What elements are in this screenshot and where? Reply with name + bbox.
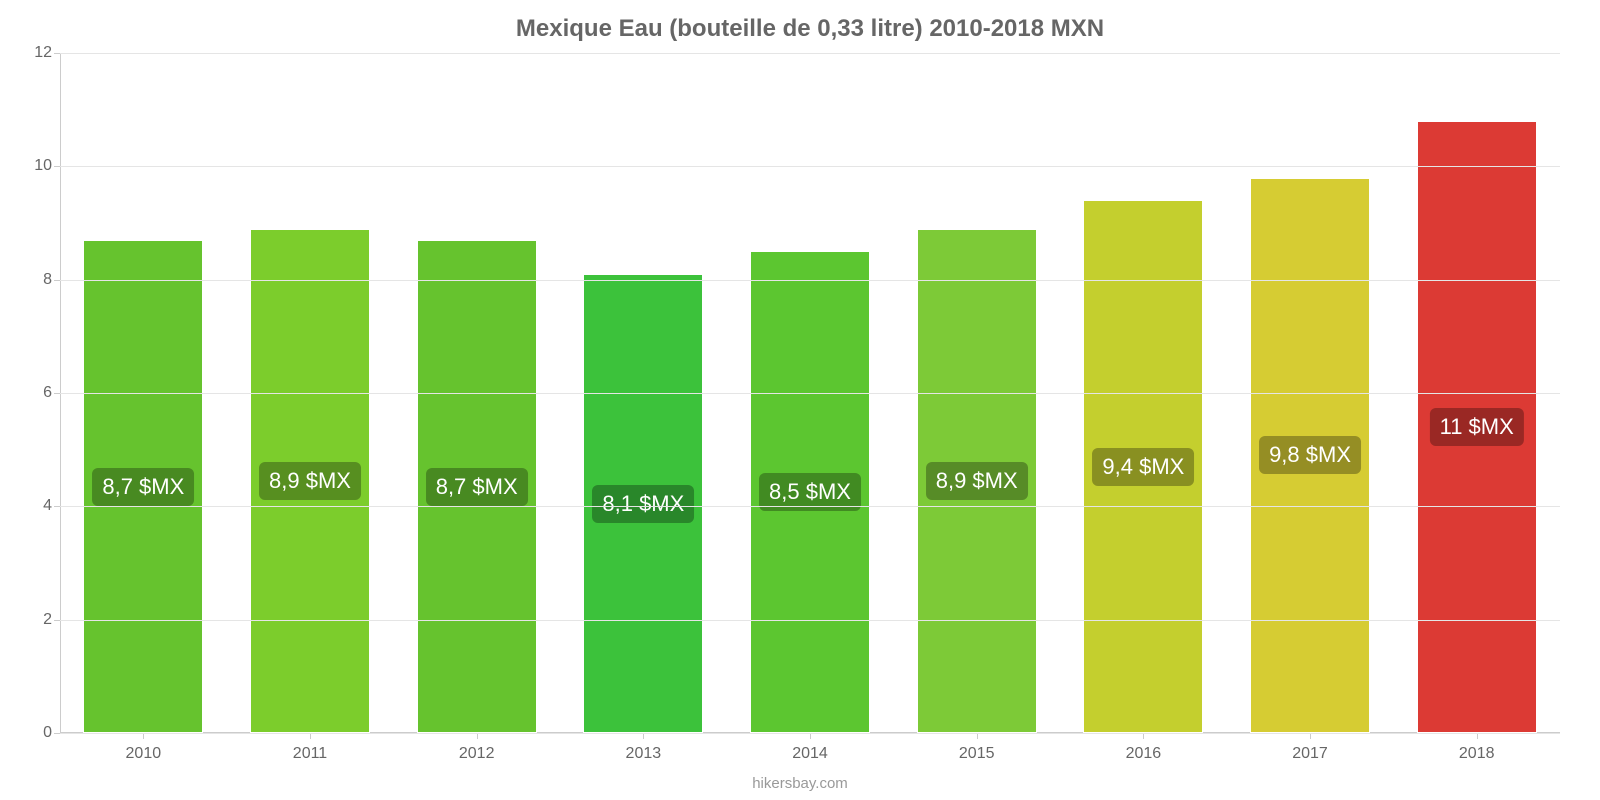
bar-value-label: 9,4 $MX — [1092, 448, 1194, 486]
bar: 8,9 $MX — [917, 229, 1037, 733]
bar-value-label: 8,9 $MX — [926, 462, 1028, 500]
y-tick-label: 12 — [34, 44, 52, 62]
x-tick-label: 2010 — [126, 745, 162, 763]
y-tick-mark — [54, 506, 60, 507]
attribution: hikersbay.com — [752, 775, 848, 792]
y-tick-mark — [54, 393, 60, 394]
grid-line — [60, 733, 1560, 734]
y-tick-label: 2 — [43, 611, 52, 629]
bar-value-label: 9,8 $MX — [1259, 436, 1361, 474]
x-tick-label: 2018 — [1459, 745, 1495, 763]
x-tick-label: 2017 — [1292, 745, 1328, 763]
x-tick-label: 2011 — [293, 745, 327, 763]
bar: 8,9 $MX — [250, 229, 370, 733]
plot-area: 024681012 8,7 $MX20108,9 $MX20118,7 $MX2… — [60, 53, 1560, 733]
x-tick-label: 2014 — [792, 745, 828, 763]
bar: 9,8 $MX — [1250, 178, 1370, 733]
bar-value-label: 8,1 $MX — [592, 485, 694, 523]
grid-line — [60, 53, 1560, 54]
y-tick-mark — [54, 280, 60, 281]
bar-value-label: 8,7 $MX — [92, 468, 194, 506]
bar: 11 $MX — [1417, 121, 1537, 733]
chart-title: Mexique Eau (bouteille de 0,33 litre) 20… — [60, 15, 1560, 43]
y-tick-mark — [54, 620, 60, 621]
y-tick-label: 0 — [43, 724, 52, 742]
grid-line — [60, 166, 1560, 167]
y-tick-mark — [54, 166, 60, 167]
x-tick-label: 2013 — [626, 745, 662, 763]
bar: 8,1 $MX — [583, 274, 703, 733]
bar-value-label: 8,9 $MX — [259, 462, 361, 500]
grid-line — [60, 280, 1560, 281]
bar: 8,5 $MX — [750, 251, 870, 733]
chart-container: Mexique Eau (bouteille de 0,33 litre) 20… — [0, 0, 1600, 800]
x-tick-label: 2012 — [459, 745, 495, 763]
y-tick-label: 10 — [34, 157, 52, 175]
x-tick-label: 2016 — [1126, 745, 1162, 763]
grid-line — [60, 393, 1560, 394]
bar-value-label: 11 $MX — [1430, 408, 1524, 446]
x-tick-label: 2015 — [959, 745, 995, 763]
y-tick-label: 6 — [43, 384, 52, 402]
y-tick-label: 4 — [43, 497, 52, 515]
y-tick-mark — [54, 733, 60, 734]
bar: 8,7 $MX — [83, 240, 203, 733]
y-tick-mark — [54, 53, 60, 54]
bar-value-label: 8,7 $MX — [426, 468, 528, 506]
grid-line — [60, 620, 1560, 621]
grid-line — [60, 506, 1560, 507]
y-tick-label: 8 — [43, 271, 52, 289]
bar: 8,7 $MX — [417, 240, 537, 733]
